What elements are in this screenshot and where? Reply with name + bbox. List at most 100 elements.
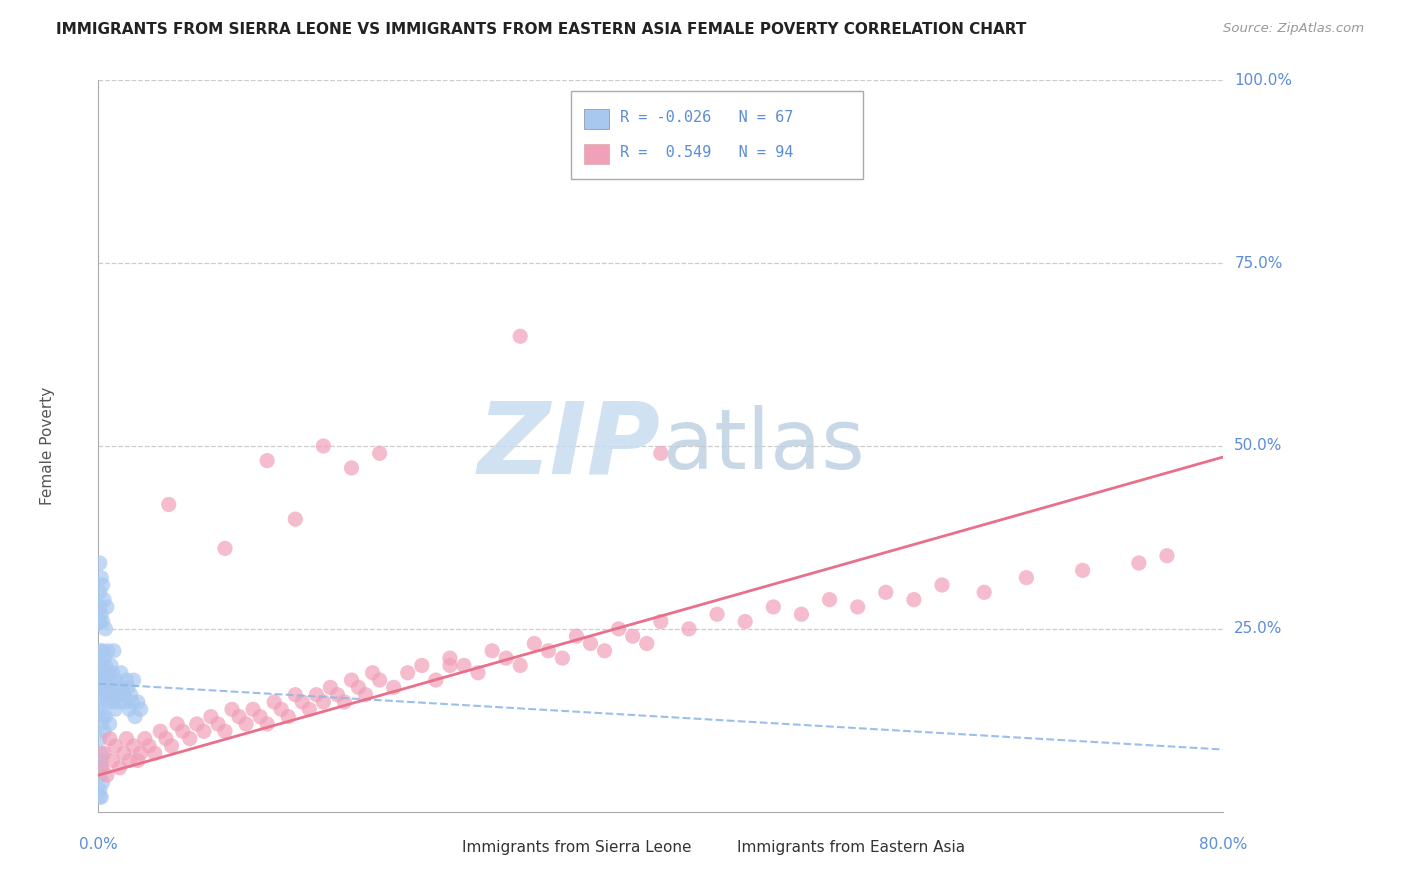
Point xyxy=(93,673,115,687)
Point xyxy=(118,702,141,716)
Point xyxy=(509,658,531,673)
Point xyxy=(89,782,111,797)
Point xyxy=(636,636,658,650)
Point xyxy=(93,592,115,607)
Point xyxy=(91,578,114,592)
Point xyxy=(91,709,114,723)
Point xyxy=(104,673,127,687)
Point xyxy=(284,688,307,702)
Text: 25.0%: 25.0% xyxy=(1234,622,1282,636)
Point xyxy=(105,681,128,695)
Text: IMMIGRANTS FROM SIERRA LEONE VS IMMIGRANTS FROM EASTERN ASIA FEMALE POVERTY CORR: IMMIGRANTS FROM SIERRA LEONE VS IMMIGRAN… xyxy=(56,22,1026,37)
Point xyxy=(467,665,489,680)
Point xyxy=(108,761,131,775)
Point xyxy=(90,754,112,768)
Point xyxy=(228,709,250,723)
Point xyxy=(103,644,125,658)
Point xyxy=(312,439,335,453)
Point xyxy=(107,688,129,702)
Point xyxy=(333,695,356,709)
Point xyxy=(89,790,111,805)
Point xyxy=(396,665,419,680)
Point xyxy=(439,651,461,665)
Point xyxy=(90,571,112,585)
FancyBboxPatch shape xyxy=(585,144,609,164)
Point xyxy=(607,622,630,636)
Point xyxy=(89,615,111,629)
Point xyxy=(340,461,363,475)
Point xyxy=(91,775,114,789)
Point xyxy=(96,688,118,702)
Point xyxy=(157,498,180,512)
Point xyxy=(91,615,114,629)
Point xyxy=(1071,563,1094,577)
Point xyxy=(94,681,117,695)
Point xyxy=(235,717,257,731)
Text: 100.0%: 100.0% xyxy=(1234,73,1292,87)
Point xyxy=(305,688,328,702)
FancyBboxPatch shape xyxy=(585,109,609,129)
Point xyxy=(94,622,117,636)
Point xyxy=(118,754,141,768)
Point xyxy=(818,592,841,607)
Point xyxy=(89,556,111,570)
Point xyxy=(91,665,114,680)
Point xyxy=(90,717,112,731)
Point xyxy=(565,629,588,643)
Point xyxy=(382,681,405,695)
Point xyxy=(706,607,728,622)
Point xyxy=(263,695,285,709)
Point xyxy=(155,731,177,746)
Point xyxy=(179,731,201,746)
Text: 0.0%: 0.0% xyxy=(79,837,118,852)
Point xyxy=(108,695,131,709)
Point xyxy=(193,724,215,739)
Point xyxy=(284,512,307,526)
Point xyxy=(277,709,299,723)
Text: 50.0%: 50.0% xyxy=(1234,439,1282,453)
Point xyxy=(94,709,117,723)
Point xyxy=(762,599,785,614)
Point xyxy=(96,599,118,614)
Point xyxy=(90,790,112,805)
Point xyxy=(160,739,183,753)
Point xyxy=(149,724,172,739)
Point xyxy=(89,702,111,716)
Text: 80.0%: 80.0% xyxy=(1199,837,1247,852)
Point xyxy=(1015,571,1038,585)
Point xyxy=(112,688,135,702)
Point xyxy=(120,688,142,702)
Point xyxy=(127,695,149,709)
Point xyxy=(495,651,517,665)
Point xyxy=(104,739,127,753)
Point xyxy=(354,688,377,702)
Point xyxy=(298,702,321,716)
Point xyxy=(166,717,188,731)
Point xyxy=(551,651,574,665)
Point xyxy=(593,644,616,658)
Point xyxy=(91,688,114,702)
Point xyxy=(1156,549,1178,563)
Point xyxy=(221,702,243,716)
Point xyxy=(650,615,672,629)
Point xyxy=(242,702,264,716)
Point xyxy=(100,658,122,673)
Text: 75.0%: 75.0% xyxy=(1234,256,1282,270)
FancyBboxPatch shape xyxy=(436,838,454,857)
Point xyxy=(103,688,125,702)
Text: R =  0.549   N = 94: R = 0.549 N = 94 xyxy=(620,145,794,161)
Text: Female Poverty: Female Poverty xyxy=(41,387,55,505)
Point xyxy=(101,754,124,768)
Point xyxy=(790,607,813,622)
Point xyxy=(98,717,121,731)
Point xyxy=(249,709,271,723)
Point xyxy=(98,673,121,687)
Text: Immigrants from Sierra Leone: Immigrants from Sierra Leone xyxy=(461,840,692,855)
Point xyxy=(903,592,925,607)
Point xyxy=(124,709,146,723)
Point xyxy=(101,665,124,680)
Point xyxy=(1128,556,1150,570)
Point xyxy=(678,622,700,636)
Point xyxy=(270,702,292,716)
Point xyxy=(368,446,391,460)
